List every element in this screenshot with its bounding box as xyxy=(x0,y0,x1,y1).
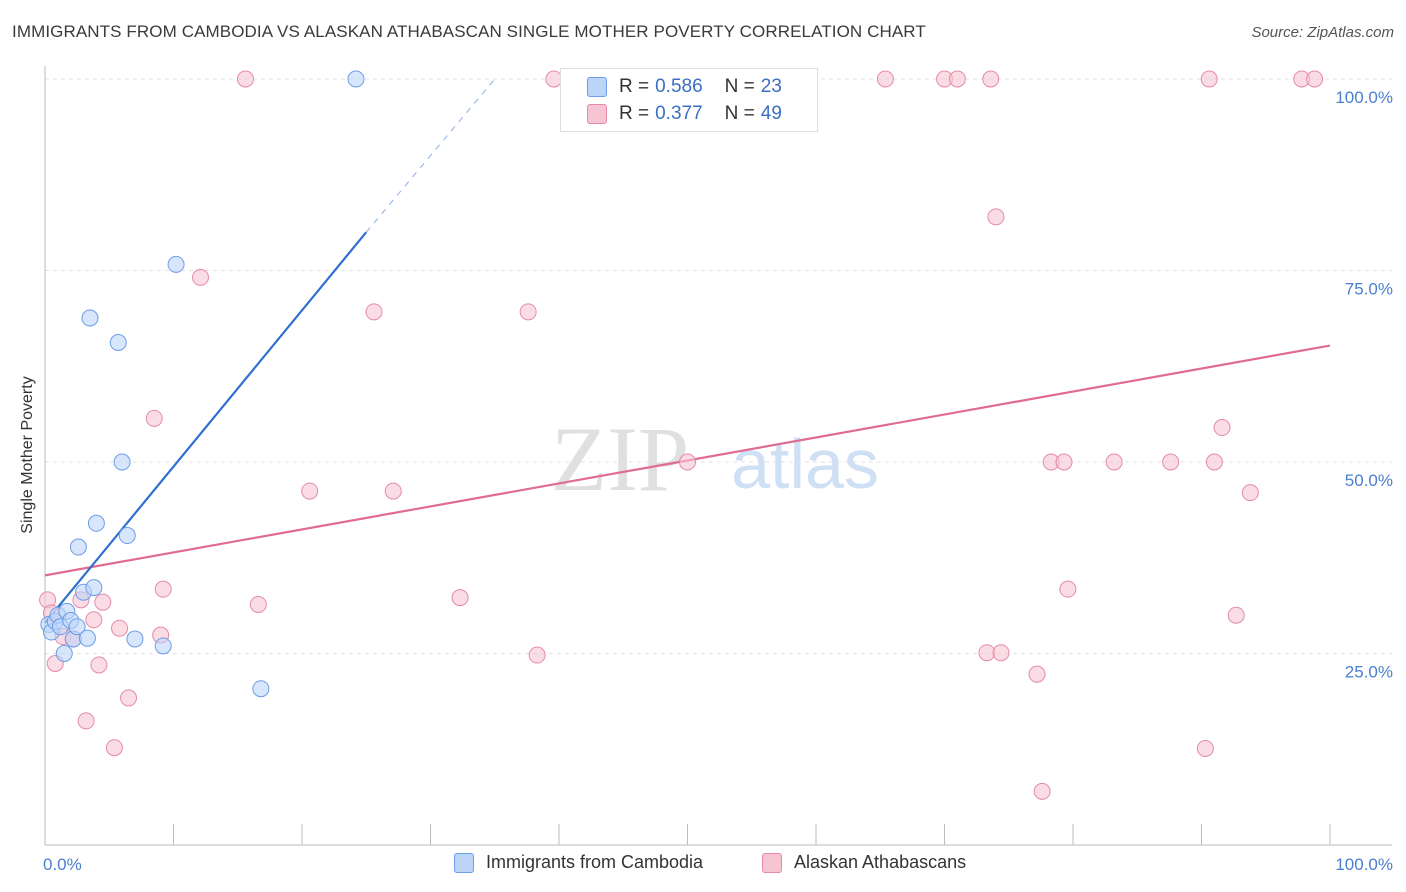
point-cambodia xyxy=(252,680,270,698)
point-cambodia xyxy=(85,579,103,597)
tick-labels: 0.0% 100.0% 25.0% 50.0% 75.0% 100.0% xyxy=(43,88,1393,874)
point-cambodia xyxy=(69,538,87,556)
series-swatch-athabascan xyxy=(762,852,782,873)
point-athabascan xyxy=(145,409,163,427)
point-athabascan xyxy=(1033,782,1051,800)
point-athabascan xyxy=(451,589,469,607)
point-cambodia xyxy=(81,309,99,327)
watermark-zip: ZIP xyxy=(551,408,689,510)
series-legend-athabascan[interactable]: Alaskan Athabascans xyxy=(762,852,966,873)
point-athabascan xyxy=(191,268,209,286)
point-cambodia xyxy=(87,514,105,532)
x-tick-label: 0.0% xyxy=(43,855,82,874)
point-cambodia xyxy=(347,70,365,88)
point-cambodia xyxy=(118,527,136,545)
legend-r-label: R = xyxy=(619,76,650,97)
point-athabascan xyxy=(120,689,138,707)
point-cambodia xyxy=(113,453,131,471)
point-cambodia xyxy=(78,629,96,647)
series-label-athabascan: Alaskan Athabascans xyxy=(794,852,967,872)
point-athabascan xyxy=(384,482,402,500)
point-athabascan xyxy=(85,611,103,629)
gridlines xyxy=(45,78,1392,654)
stats-legend: R = 0.586 N = 23 R = 0.377 N = 49 xyxy=(560,68,818,132)
point-athabascan xyxy=(1059,580,1077,598)
chart-title: IMMIGRANTS FROM CAMBODIA VS ALASKAN ATHA… xyxy=(12,22,926,41)
point-athabascan xyxy=(948,70,966,88)
watermark: ZIP atlas xyxy=(551,408,879,510)
points xyxy=(39,70,1324,800)
point-athabascan xyxy=(1227,606,1245,624)
point-athabascan xyxy=(992,644,1010,662)
point-athabascan xyxy=(77,712,95,730)
point-athabascan xyxy=(1055,453,1073,471)
legend-n-label: N = xyxy=(724,103,755,124)
point-cambodia xyxy=(68,618,86,636)
point-athabascan xyxy=(876,70,894,88)
point-cambodia xyxy=(167,255,185,273)
legend-swatch-athabascan xyxy=(587,104,607,124)
legend-row-cambodia: R = 0.586 N = 23 xyxy=(587,75,782,99)
legend-r-label: R = xyxy=(619,103,650,124)
point-athabascan xyxy=(1306,70,1324,88)
point-cambodia xyxy=(109,334,127,352)
point-athabascan xyxy=(519,303,537,321)
point-athabascan xyxy=(1162,453,1180,471)
point-athabascan xyxy=(679,453,696,471)
legend-n-value: 23 xyxy=(760,76,782,97)
point-athabascan xyxy=(1196,739,1214,757)
series-label-cambodia: Immigrants from Cambodia xyxy=(486,852,704,872)
legend-r-value: 0.586 xyxy=(655,76,703,97)
x-tick-label: 100.0% xyxy=(1335,855,1393,874)
point-athabascan xyxy=(978,644,996,662)
legend-r-value: 0.377 xyxy=(655,103,703,124)
point-cambodia xyxy=(154,637,172,655)
legend-n-label: N = xyxy=(724,76,755,97)
point-athabascan xyxy=(1241,484,1259,502)
legend-n-value: 49 xyxy=(760,103,782,124)
y-tick-label: 75.0% xyxy=(1345,280,1393,299)
point-athabascan xyxy=(1028,665,1046,683)
point-athabascan xyxy=(301,482,319,500)
legend-swatch-cambodia xyxy=(587,77,607,97)
point-athabascan xyxy=(236,70,254,88)
source-credit: Source: ZipAtlas.com xyxy=(1251,24,1394,41)
legend-row-athabascan: R = 0.377 N = 49 xyxy=(587,102,782,126)
point-cambodia xyxy=(55,645,73,662)
point-athabascan xyxy=(105,739,123,757)
series-swatch-cambodia xyxy=(454,852,474,873)
point-cambodia xyxy=(126,630,144,648)
trendlines xyxy=(44,78,1331,624)
watermark-atlas: atlas xyxy=(731,425,879,503)
trendline-cambodia xyxy=(44,231,368,624)
point-athabascan xyxy=(1105,453,1123,471)
y-axis-label: Single Mother Poverty xyxy=(19,376,36,534)
point-athabascan xyxy=(90,656,108,674)
point-athabascan xyxy=(982,70,1000,88)
point-athabascan xyxy=(249,595,267,613)
point-athabascan xyxy=(1205,453,1223,471)
series-legend-cambodia[interactable]: Immigrants from Cambodia xyxy=(454,852,703,873)
point-athabascan xyxy=(987,208,1005,226)
point-athabascan xyxy=(111,619,129,637)
axes xyxy=(44,66,1392,846)
point-athabascan xyxy=(365,303,383,321)
series-legend: Immigrants from Cambodia Alaskan Athabas… xyxy=(0,852,1406,878)
trendline-cambodia-extension xyxy=(365,78,496,233)
point-athabascan xyxy=(528,646,546,664)
point-athabascan xyxy=(154,580,172,598)
point-athabascan xyxy=(1200,70,1218,88)
point-athabascan xyxy=(1213,419,1231,437)
point-athabascan xyxy=(94,593,112,611)
y-tick-label: 25.0% xyxy=(1345,663,1393,682)
y-tick-label: 100.0% xyxy=(1335,88,1393,107)
y-tick-label: 50.0% xyxy=(1345,471,1393,490)
